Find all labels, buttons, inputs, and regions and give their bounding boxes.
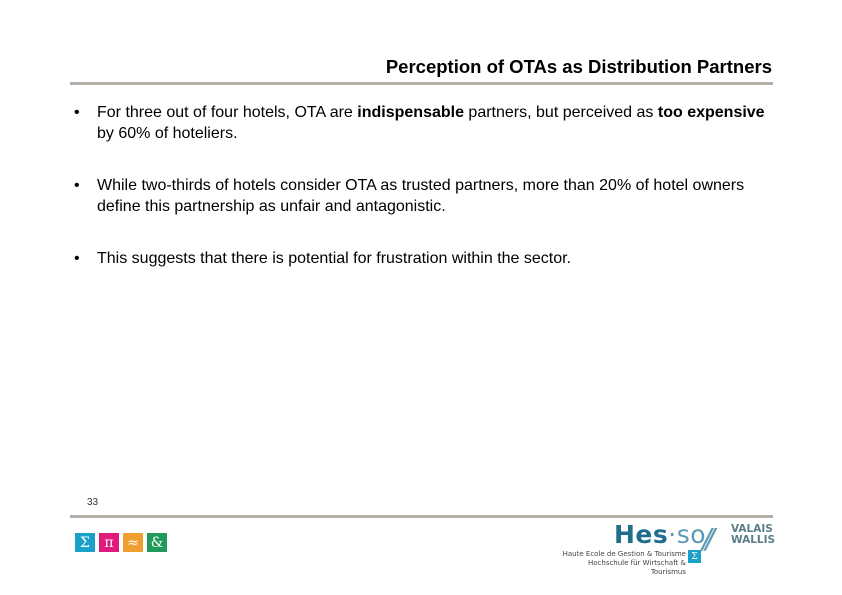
bullet-item: • This suggests that there is potential … xyxy=(72,248,772,269)
bullet-marker: • xyxy=(74,104,80,121)
bullet-text: While two-thirds of hotels consider OTA … xyxy=(97,177,745,215)
logo-hes: Hes xyxy=(614,520,669,549)
logo-dot: · xyxy=(668,520,677,549)
bullet-item: • For three out of four hotels, OTA are … xyxy=(72,102,772,144)
ampersand-icon: & xyxy=(147,533,167,552)
bullet-list: • For three out of four hotels, OTA are … xyxy=(72,102,772,300)
bullet-text: This suggests that there is potential fo… xyxy=(97,250,572,267)
school-name: Haute Ecole de Gestion & Tourisme Hochsc… xyxy=(552,550,686,577)
bullet-item: • While two-thirds of hotels consider OT… xyxy=(72,175,772,217)
title-divider xyxy=(70,82,773,85)
bullet-emphasis: too expensive xyxy=(657,104,765,121)
bullet-marker: • xyxy=(74,250,80,267)
school-name-fr: Haute Ecole de Gestion & Tourisme xyxy=(562,550,686,558)
school-name-de: Hochschule für Wirtschaft & Tourismus xyxy=(587,559,686,576)
sigma-small-icon: Σ xyxy=(688,550,701,563)
bullet-emphasis: indispensable xyxy=(357,104,464,121)
bullet-text: partners, but perceived as xyxy=(463,104,658,121)
approx-icon: ≈ xyxy=(123,533,143,552)
footer-divider xyxy=(70,515,773,518)
bullet-text: For three out of four hotels, OTA are xyxy=(97,104,358,121)
logo-valais: VALAIS xyxy=(731,523,773,535)
sigma-icon: Σ xyxy=(75,533,95,552)
bullet-text: by 60% of hoteliers. xyxy=(97,125,238,142)
logo-slashes: // xyxy=(702,522,715,555)
logo-wallis: WALLIS xyxy=(731,534,776,546)
logo-wordmark: Hes·so xyxy=(614,520,706,549)
hes-so-logo: Hes·so // VALAIS WALLIS Haute Ecole de G… xyxy=(548,520,775,576)
bullet-marker: • xyxy=(74,177,80,194)
logo-region: VALAIS WALLIS xyxy=(731,524,775,546)
page-number: 33 xyxy=(87,497,99,508)
symbol-row: Σ π ≈ & xyxy=(75,533,167,552)
pi-icon: π xyxy=(99,533,119,552)
slide-title: Perception of OTAs as Distribution Partn… xyxy=(385,56,772,77)
logo-so: so xyxy=(676,520,707,549)
